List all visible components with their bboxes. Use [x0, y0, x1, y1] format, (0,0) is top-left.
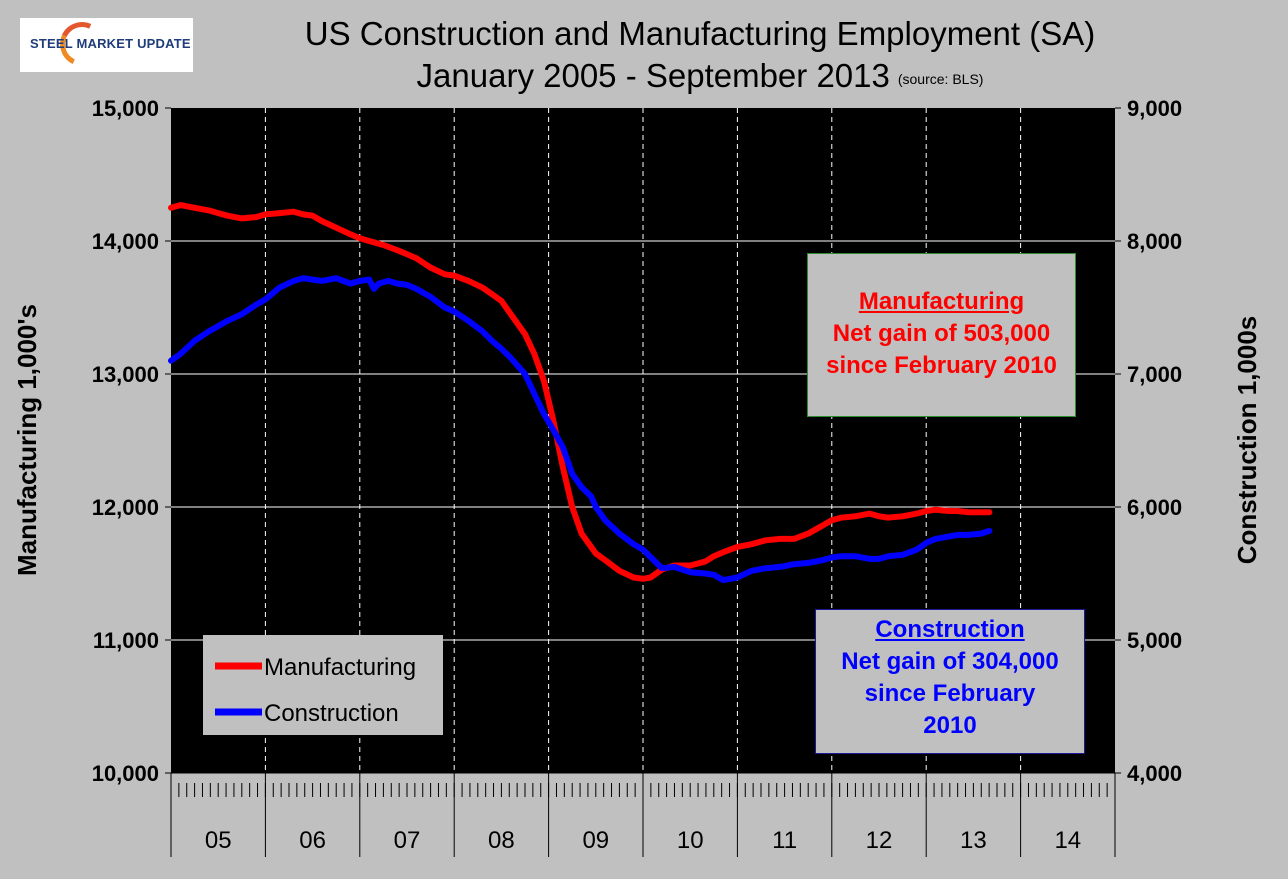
x-tick-label: 08 [488, 827, 515, 854]
manufacturing-annotation: Manufacturing Net gain of 503,000 since … [807, 253, 1076, 417]
y-tick-label-right: 6,000 [1127, 495, 1182, 520]
x-tick-label: 07 [394, 827, 421, 854]
x-tick-label: 13 [960, 827, 987, 854]
x-tick-label: 05 [205, 827, 232, 854]
manufacturing-annotation-line2: since February 2010 [826, 352, 1057, 379]
y-tick-label-right: 5,000 [1127, 628, 1182, 653]
manufacturing-annotation-line1: Net gain of 503,000 [832, 320, 1051, 347]
y-tick-label-left: 12,000 [92, 495, 159, 520]
x-tick-label: 10 [677, 827, 704, 854]
chart-subtitle: January 2005 - September 2013 (source: BL… [220, 56, 1180, 99]
x-tick-label: 06 [299, 827, 326, 854]
steel-market-update-logo: STEEL MARKET UPDATE [20, 15, 193, 73]
y-tick-label-left: 15,000 [92, 96, 159, 121]
logo-text: STEEL MARKET UPDATE [30, 36, 191, 51]
series-line-manufacturing [168, 202, 993, 582]
axis-ticks [165, 107, 1121, 857]
construction-annotation-line1: Net gain of 304,000 [841, 648, 1059, 675]
construction-annotation-line2: since February [864, 680, 1036, 707]
x-tick-label: 12 [866, 827, 893, 854]
legend-label-construction: Construction [264, 700, 399, 727]
series-line-construction [168, 275, 993, 584]
subtitle-text: January 2005 - September 2013 [416, 57, 890, 94]
tick-labels: 10,000 4,000 11,000 5,000 12,000 6,000 13,000 7… [92, 96, 1182, 854]
construction-annotation-line3: 2010 [923, 712, 977, 739]
legend-box [203, 635, 443, 735]
y-tick-label-left: 14,000 [92, 229, 159, 254]
gridlines [171, 108, 1115, 773]
y-tick-label-left: 13,000 [92, 362, 159, 387]
y-tick-label-left: 10,000 [92, 761, 159, 786]
y-tick-label-right: 7,000 [1127, 362, 1182, 387]
chart-title: US Construction and Manufacturing Employ… [304, 15, 1096, 52]
source-note: (source: BLS) [897, 71, 984, 87]
y-tick-label-right: 4,000 [1127, 761, 1182, 786]
x-tick-label: 09 [582, 827, 609, 854]
series-lines [168, 202, 993, 584]
manufacturing-annotation-heading: Manufacturing [858, 288, 1025, 315]
x-tick-label: 11 [772, 827, 797, 854]
y-axis-label-left: Manufacturing 1,000's [12, 304, 42, 576]
y-tick-label-right: 8,000 [1127, 229, 1182, 254]
y-tick-label-left: 11,000 [93, 628, 159, 653]
legend-label-manufacturing: Manufacturing [264, 654, 416, 681]
legend: Manufacturing Construction [203, 635, 443, 735]
y-axis-label-right: Construction 1,000s [1232, 316, 1262, 565]
x-tick-label: 14 [1054, 827, 1081, 854]
construction-annotation: Construction Net gain of 304,000 since F… [815, 609, 1085, 754]
construction-annotation-heading: Construction [875, 616, 1025, 643]
y-tick-label-right: 9,000 [1127, 96, 1182, 121]
